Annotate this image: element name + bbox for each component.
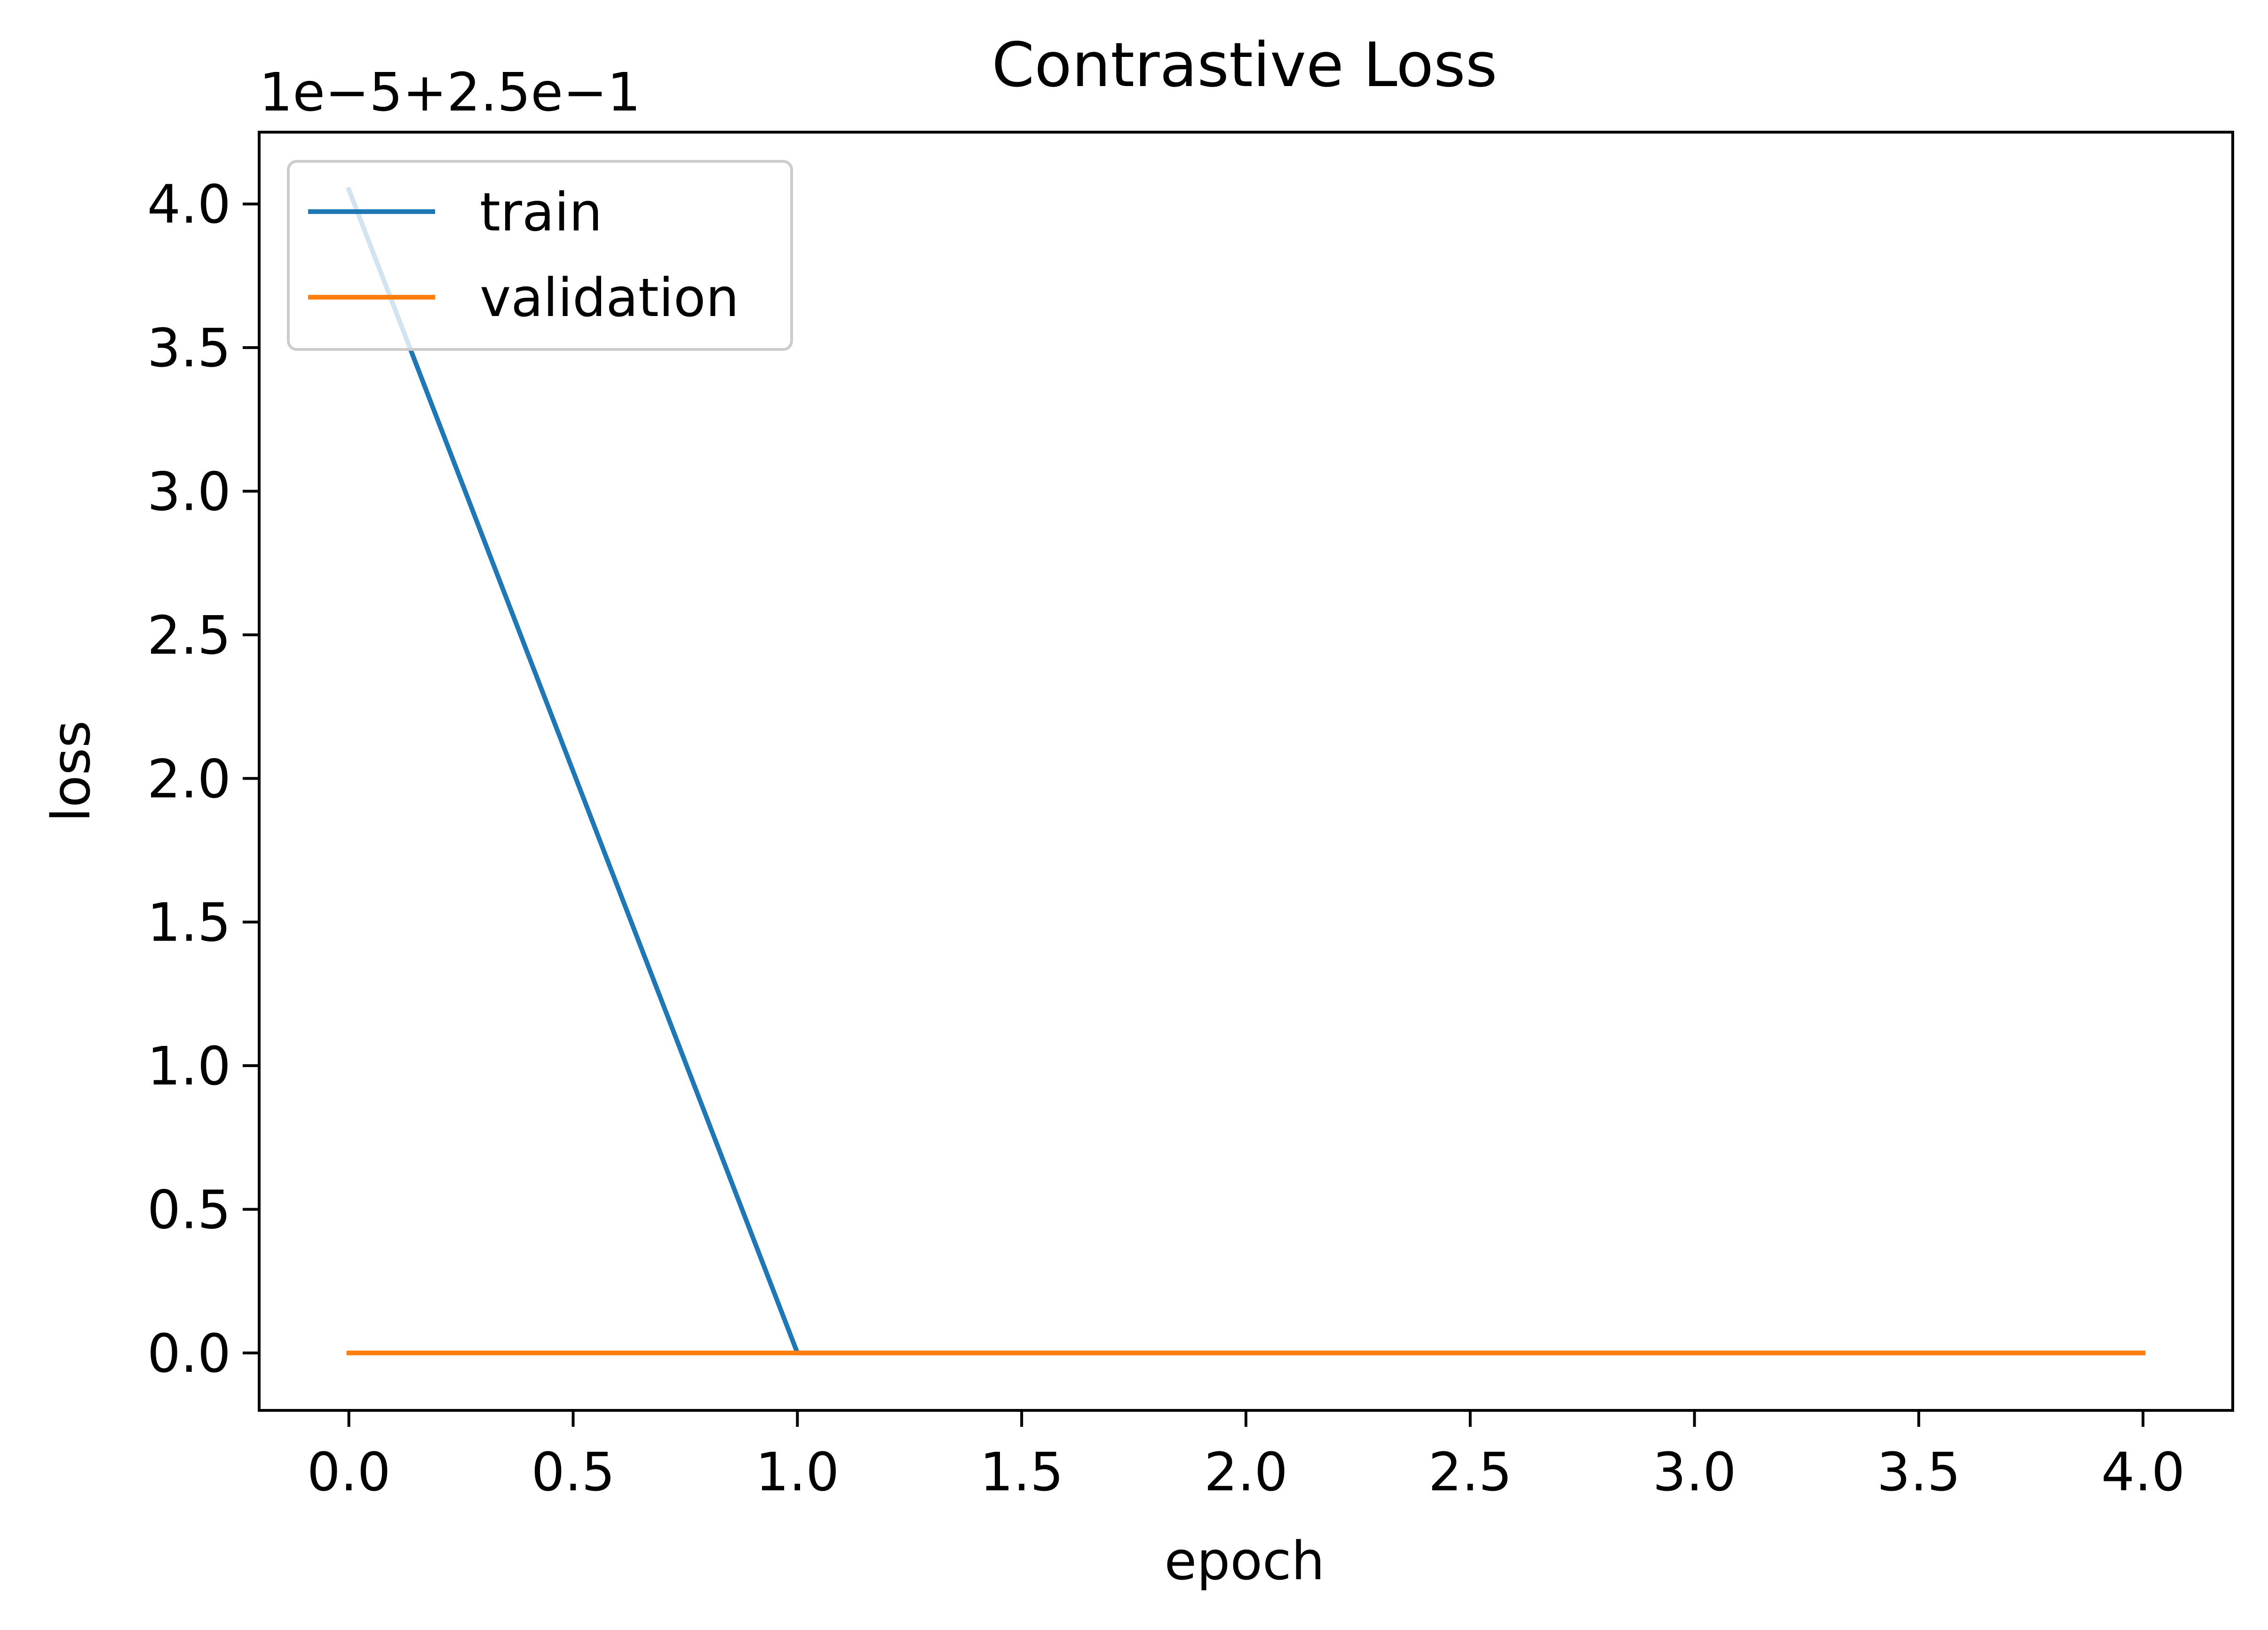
x-tick-label: 1.0 [755,1442,839,1503]
x-axis-label: epoch [1164,1531,1324,1592]
y-tick-label: 2.0 [147,749,231,810]
legend-box [287,160,793,351]
plot-area [346,186,2146,1355]
y-tick-label: 0.5 [147,1179,231,1241]
x-tick-label: 1.5 [980,1442,1063,1503]
x-tick-label: 0.5 [531,1442,615,1503]
chart-title: Contrastive Loss [992,29,1498,101]
y-tick-label: 1.0 [147,1036,231,1097]
x-tick-label: 0.0 [307,1442,391,1503]
y-axis-ticks: 0.0 0.5 1.0 1.5 2.0 2.5 3.0 3.5 4.0 [147,174,259,1385]
y-tick-label: 2.5 [147,605,231,666]
y-tick-label: 3.5 [147,318,231,379]
x-tick-label: 2.0 [1204,1442,1288,1503]
x-tick-label: 4.0 [2101,1442,2185,1503]
legend: train validation [287,160,793,351]
y-offset-text: 1e−5+2.5e−1 [259,62,641,123]
y-tick-label: 0.0 [147,1323,231,1385]
y-tick-label: 4.0 [147,174,231,236]
x-tick-label: 2.5 [1428,1442,1512,1503]
y-tick-label: 1.5 [147,893,231,954]
x-tick-label: 3.5 [1877,1442,1960,1503]
x-tick-label: 3.0 [1653,1442,1737,1503]
legend-label-validation: validation [480,268,739,329]
legend-label-train: train [480,182,603,243]
x-axis-ticks: 0.0 0.5 1.0 1.5 2.0 2.5 3.0 3.5 4.0 [307,1410,2185,1503]
y-tick-label: 3.0 [147,461,231,522]
y-axis-label: loss [41,720,102,822]
